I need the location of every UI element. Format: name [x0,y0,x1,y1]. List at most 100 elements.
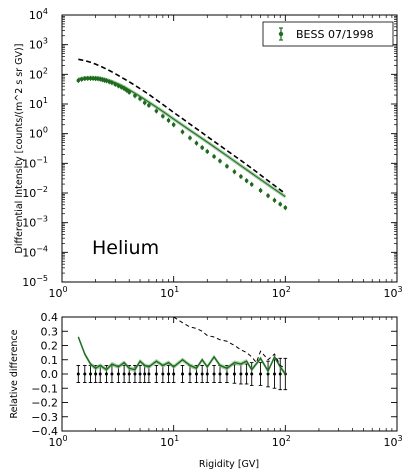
intensity-x-tick-label: 102 [272,285,291,300]
relative-difference-x-tick-exponent: 0 [62,434,67,443]
model-band [78,75,287,199]
reference-point [104,372,108,376]
data-point [200,145,204,150]
intensity-ticks: 100 101 102 10310−510−410−310−210−110010110… [22,7,402,300]
reference-point [239,372,243,376]
data-point [272,198,277,203]
data-point [232,169,237,174]
reference-point [172,372,176,376]
reference-point [225,372,229,376]
intensity-y-tick-label: 10−3 [22,215,48,230]
reference-point [188,372,192,376]
reference-point [154,372,158,376]
data-point [104,78,109,83]
intensity-y-tick-exponent: −1 [36,155,48,164]
data-point [166,118,171,123]
data-point [283,205,288,210]
intensity-y-tick-exponent: −2 [36,185,48,194]
relative-difference-x-tick-exponent: 3 [397,434,402,443]
data-point [147,103,151,108]
reference-point [98,372,102,376]
relative-difference-x-tick-label: 101 [160,434,179,449]
data-point [88,76,93,81]
relative-difference-y-tick-label: 0.1 [41,354,59,367]
reference-point [133,372,137,376]
intensity-y-tick-label: 104 [29,7,48,22]
relative-difference-panel: 100 101 102 103−0.4−0.3−0.2−0.10.00.10.20.3… [9,311,403,470]
relative-difference-x-tick-label: 103 [383,434,402,449]
relative-difference-y-tick-label: −0.3 [31,411,58,424]
reference-point [122,372,126,376]
reference-point [83,372,87,376]
reference-point [143,372,147,376]
reference-point [116,372,120,376]
relative-difference-y-tick-label: −0.2 [31,397,58,410]
data-point [116,84,121,88]
intensity-x-tick-exponent: 0 [62,285,67,294]
reference-point [250,372,254,376]
intensity-x-tick-exponent: 1 [174,285,179,294]
reference-point [218,372,222,376]
data-point [154,109,159,113]
reference-point [278,372,282,376]
intensity-y-axis-label: Differential Intensity [counts/(m^2 s sr… [14,44,25,254]
intensity-y-tick-exponent: 2 [43,66,48,75]
relative-difference-band [78,334,286,377]
model-band-center [78,76,286,198]
intensity-x-tick-label: 103 [383,285,402,300]
relative-difference-y-tick-label: 0.2 [41,340,59,353]
intensity-plot-frame [61,14,398,283]
intensity-y-tick-exponent: 3 [43,37,48,46]
intensity-y-tick-label: 10−5 [22,274,48,289]
data-point [119,85,124,89]
legend-box [262,21,394,47]
data-point [110,80,114,85]
intensity-y-tick-label: 101 [29,96,48,111]
reference-point [259,372,263,376]
data-point [205,149,210,154]
reference-point [161,372,165,376]
relative-difference-y-tick-label: −0.4 [31,425,58,438]
reference-point [127,372,131,376]
intensity-y-tick-label: 10−4 [22,244,48,259]
reference-point [212,372,216,376]
legend-entry-label: BESS 07/1998 [296,28,374,41]
relative-difference-y-tick-label: −0.1 [31,382,58,395]
reference-point [181,372,185,376]
relative-difference-x-tick-exponent: 2 [286,434,291,443]
legend-marker-point [278,31,284,37]
data-point [194,141,199,145]
intensity-x-tick-exponent: 2 [286,285,291,294]
reference-point [266,372,270,376]
reference-point [76,372,80,376]
intensity-x-tick-label: 101 [160,285,179,300]
intensity-panel: 100 101 102 10310−510−410−310−210−110010110… [14,7,403,300]
reference-point [245,372,249,376]
intensity-y-tick-exponent: 4 [43,7,48,16]
reference-point [205,372,209,376]
data-point [138,96,142,101]
data-point [76,78,81,83]
data-point [171,122,176,127]
data-point [82,76,87,81]
intensity-y-tick-label: 10−2 [22,185,48,200]
data-point [244,178,249,183]
data-point [266,193,270,198]
data-point [79,77,84,82]
intensity-y-tick-label: 103 [29,37,48,52]
data-point [278,202,283,206]
relative-difference-line [77,336,286,375]
relative-difference-y-tick-label: 0.0 [41,368,59,381]
reference-point [273,372,277,376]
intensity-x-tick-exponent: 3 [397,285,402,294]
data-point [113,82,118,87]
intensity-y-tick-exponent: −5 [36,274,48,283]
data-point [218,159,222,163]
reference-point [110,372,114,376]
reference-point [138,372,142,376]
data-point [133,93,137,98]
intensity-y-tick-label: 102 [29,66,48,81]
helium-annotation: Helium [92,237,159,259]
relative-difference-y-axis-label: Relative difference [9,329,20,418]
data-point [180,130,185,134]
